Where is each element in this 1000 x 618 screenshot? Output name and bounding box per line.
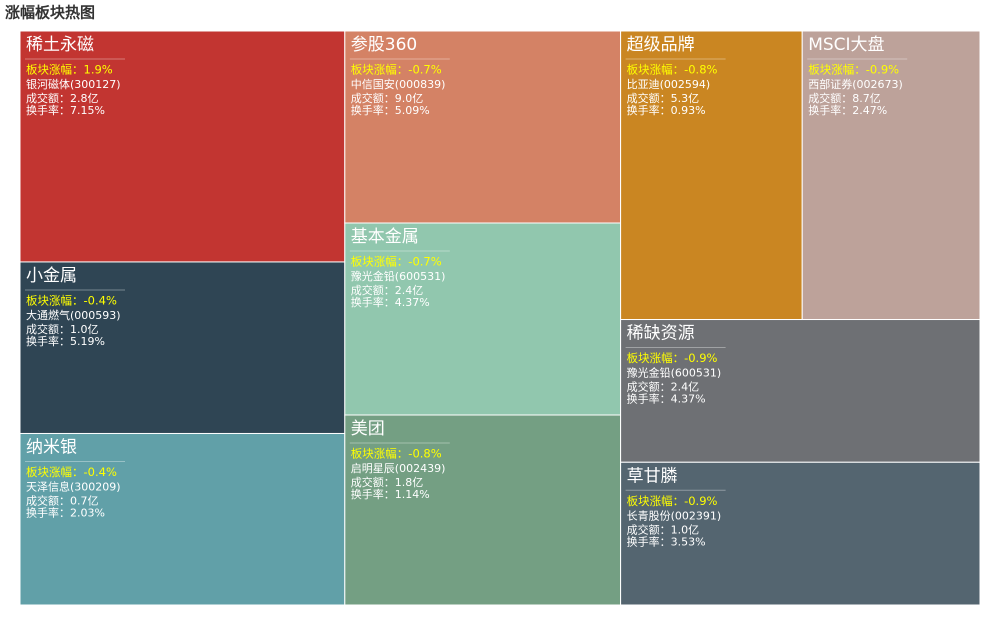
tile-change: 板块涨幅：-0.7%	[351, 255, 442, 269]
tile-rate: 换手率：2.47%	[808, 103, 887, 117]
tile-change: 板块涨幅：-0.7%	[351, 63, 442, 77]
tile-name: 稀缺资源	[627, 324, 695, 344]
tile-stock: 大通燃气(000593)	[26, 308, 121, 322]
tile-name: 参股360	[351, 35, 417, 55]
tile-amount: 成交额：2.8亿	[26, 91, 99, 105]
tile-amount: 成交额：9.0亿	[351, 91, 424, 105]
tile-rate: 换手率：1.14%	[351, 487, 430, 501]
tile-rate: 换手率：3.53%	[627, 534, 706, 548]
tile-stock: 长青股份(002391)	[627, 509, 722, 522]
tile-rate: 换手率：4.37%	[351, 295, 430, 309]
tile-change: 板块涨幅：-0.9%	[627, 351, 718, 365]
tile-rate: 换手率：5.19%	[26, 334, 105, 348]
tile-amount: 成交额：1.0亿	[627, 522, 700, 536]
tile-stock: 西部证券(002673)	[808, 77, 903, 91]
tile-name: MSCI大盘	[808, 35, 884, 55]
tile-name: 基本金属	[351, 227, 419, 247]
tile-amount: 成交额：0.7亿	[26, 493, 99, 507]
tile-change: 板块涨幅：-0.8%	[351, 447, 442, 461]
tile-rate: 换手率：4.37%	[627, 392, 706, 406]
tile-amount: 成交额：2.4亿	[627, 380, 700, 394]
tile-name: 稀土永磁	[26, 35, 94, 55]
tile-name: 纳米银	[26, 437, 77, 457]
tile-change: 板块涨幅：-0.9%	[627, 494, 718, 508]
tile-stock: 豫光金铅(600531)	[351, 269, 446, 283]
tile-amount: 成交额：1.0亿	[26, 322, 99, 336]
tile-rate: 换手率：2.03%	[26, 505, 105, 519]
tile-stock: 银河磁体(300127)	[26, 77, 121, 91]
treemap-tile	[620, 319, 981, 463]
tile-stock: 比亚迪(002594)	[627, 78, 711, 91]
treemap-tile	[19, 30, 346, 263]
treemap-tile	[801, 30, 981, 321]
tile-rate: 换手率：0.93%	[627, 103, 706, 117]
treemap-tile	[344, 222, 622, 416]
tile-stock: 启明星辰(002439)	[351, 462, 446, 475]
tile-name: 草甘膦	[627, 466, 678, 486]
tile-name: 超级品牌	[627, 35, 695, 55]
treemap-tile	[344, 414, 622, 606]
tile-stock: 豫光金铅(600531)	[627, 366, 722, 380]
tile-amount: 成交额：2.4亿	[351, 283, 424, 297]
tile-stock: 中信国安(000839)	[351, 77, 446, 91]
tile-change: 板块涨幅：1.9%	[26, 63, 113, 77]
tile-change: 板块涨幅：-0.8%	[627, 63, 718, 77]
tile-name: 小金属	[26, 266, 77, 286]
treemap-tile	[620, 461, 981, 606]
treemap-tile	[19, 432, 346, 606]
tile-amount: 成交额：8.7亿	[808, 91, 881, 105]
tile-rate: 换手率：7.15%	[26, 103, 105, 117]
tile-name: 美团	[351, 419, 385, 439]
tile-change: 板块涨幅：-0.4%	[26, 293, 117, 307]
tile-amount: 成交额：5.3亿	[627, 91, 700, 105]
tile-change: 板块涨幅：-0.4%	[26, 465, 117, 479]
tile-amount: 成交额：1.8亿	[351, 475, 424, 489]
tile-stock: 天泽信息(300209)	[26, 479, 121, 493]
treemap-tile	[620, 30, 803, 321]
chart-title: 涨幅板块热图	[5, 4, 95, 22]
treemap-tile	[19, 261, 346, 434]
tile-change: 板块涨幅：-0.9%	[808, 63, 899, 77]
tile-rate: 换手率：5.09%	[351, 103, 430, 117]
treemap-tile	[344, 30, 622, 224]
